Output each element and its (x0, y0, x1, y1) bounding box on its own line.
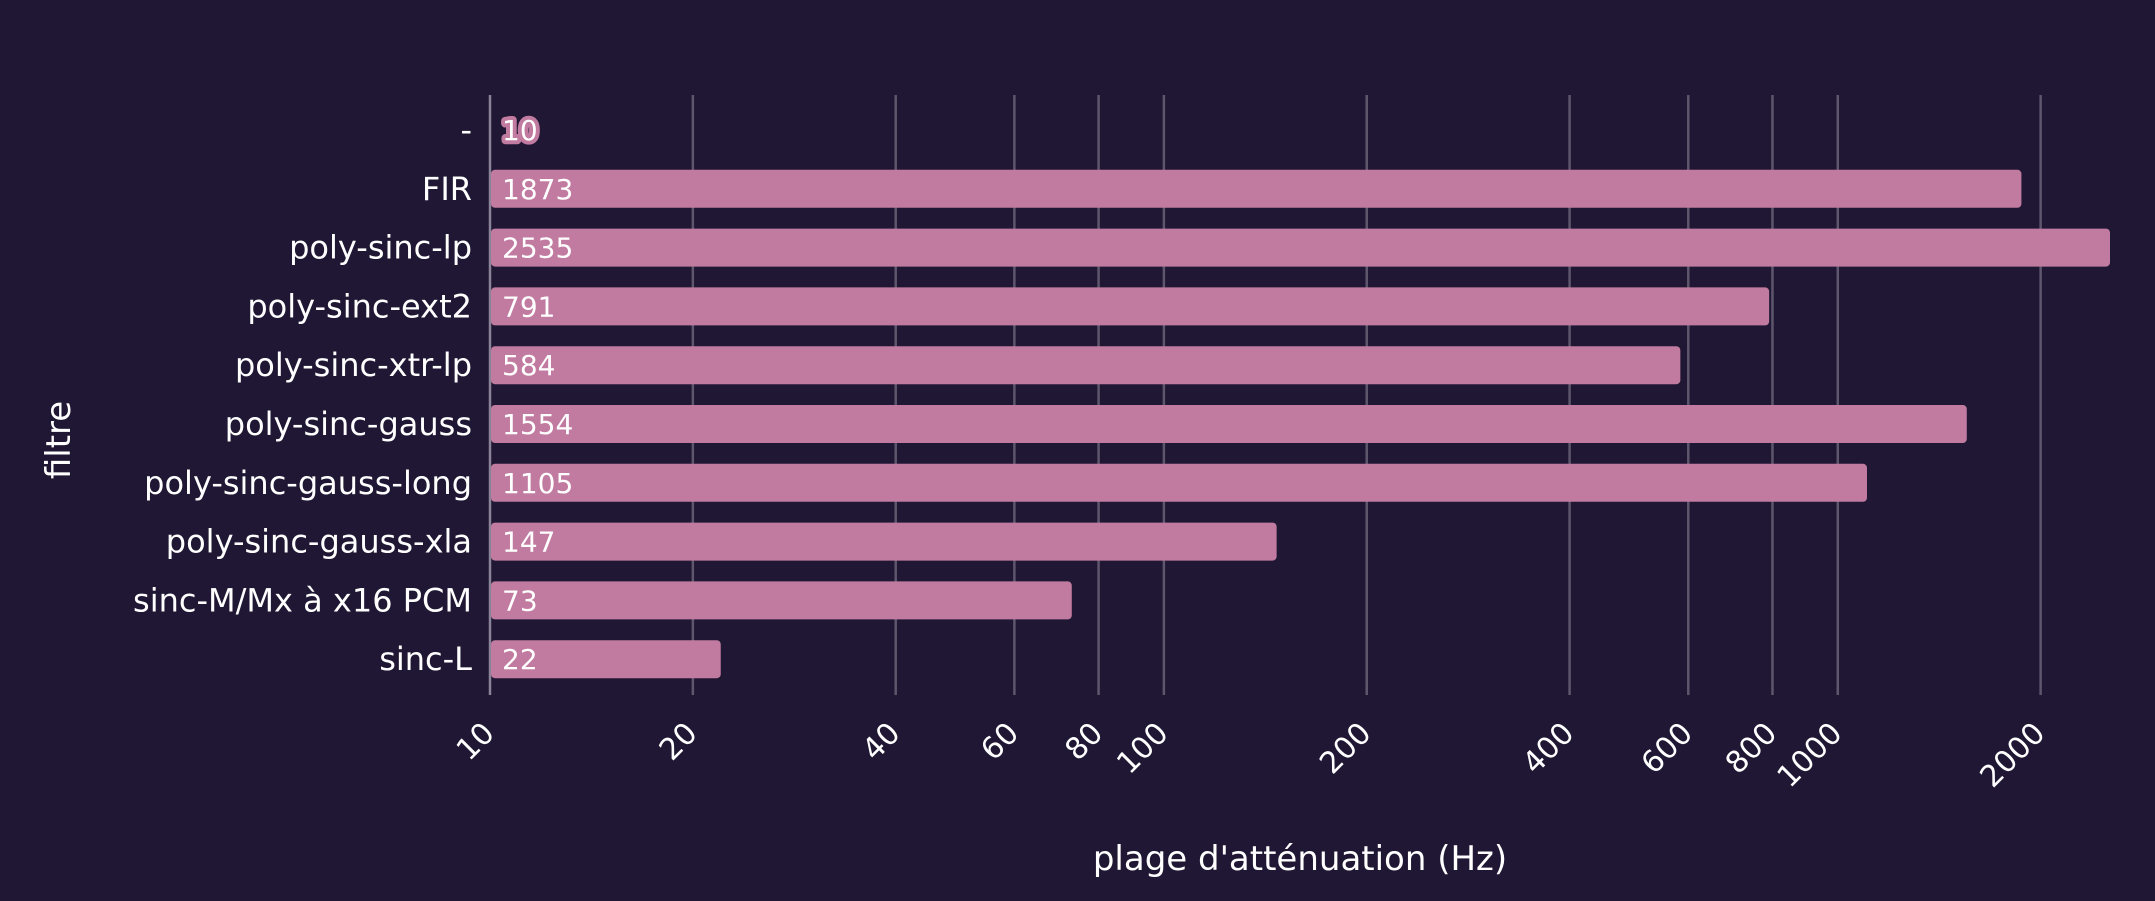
value-label: 73 (502, 584, 538, 617)
x-tick-label: 40 (856, 716, 908, 768)
x-tick-label: 2000 (1974, 716, 2053, 795)
x-tick-label: 1000 (1771, 716, 1850, 795)
x-tick-label: 100 (1110, 716, 1175, 781)
category-label: poly-sinc-gauss (225, 405, 472, 443)
bar (491, 346, 1681, 385)
category-label: sinc-L (379, 640, 472, 678)
x-tick-label: 20 (653, 716, 705, 768)
y-axis-title: filtre (39, 401, 79, 479)
value-label: 791 (502, 290, 555, 323)
x-tick-label: 10 (450, 716, 502, 768)
x-tick-label: 600 (1635, 716, 1700, 781)
category-label: poly-sinc-ext2 (247, 287, 472, 325)
bar (491, 463, 1867, 502)
bar (491, 287, 1770, 326)
category-label: FIR (422, 170, 472, 208)
bar (491, 169, 2022, 208)
x-tick-label: 60 (974, 716, 1026, 768)
bar (491, 405, 1967, 443)
value-label: 1554 (502, 408, 573, 441)
bar (491, 522, 1277, 561)
value-label: 584 (502, 349, 555, 382)
value-label: 10 (502, 114, 538, 147)
value-label: 1873 (502, 173, 573, 206)
value-label: 147 (502, 526, 555, 559)
category-label: poly-sinc-xtr-lp (235, 346, 472, 384)
value-label: 22 (502, 643, 538, 676)
x-tick-label: 80 (1058, 716, 1110, 768)
x-tick-label: 200 (1313, 716, 1378, 781)
bar (491, 640, 721, 679)
category-label: - (460, 111, 472, 149)
bar (491, 581, 1072, 620)
value-label: 1105 (502, 467, 573, 500)
category-label: poly-sinc-lp (289, 229, 472, 267)
x-axis-title: plage d'atténuation (Hz) (1093, 839, 1507, 879)
bar-layer (491, 169, 2110, 679)
category-label: sinc-M/Mx à x16 PCM (133, 581, 472, 619)
value-label: 2535 (502, 232, 573, 265)
category-label: poly-sinc-gauss-xla (166, 523, 472, 561)
bar (491, 228, 2110, 267)
category-label: poly-sinc-gauss-long (144, 464, 472, 502)
x-tick-label: 400 (1516, 716, 1581, 781)
